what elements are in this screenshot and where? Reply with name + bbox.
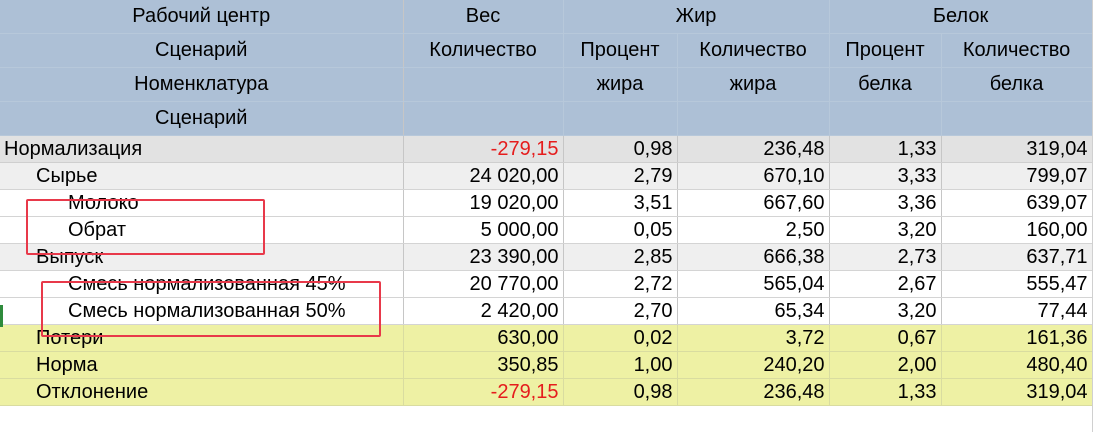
cell-fat-qty[interactable]: 3,72 [677,324,830,352]
cell-fat-qty[interactable]: 236,48 [677,135,830,163]
row-name[interactable]: Норма [0,351,404,379]
cell-qty[interactable]: 2 420,00 [403,297,564,325]
cell-fat-qty[interactable]: 240,20 [677,351,830,379]
highlight-box-output-items [41,281,381,337]
header-dim-scenario-2[interactable]: Сценарий [0,101,404,136]
cell-fat-qty[interactable]: 667,60 [677,189,830,217]
header-prot-pct-2[interactable]: белка [829,67,942,102]
header-fat-pct-2[interactable]: жира [563,67,678,102]
cell-fat-qty[interactable]: 670,10 [677,162,830,190]
table-row-milk[interactable]: Молоко 19 020,00 3,51 667,60 3,36 639,07 [0,189,1093,217]
cell-prot-qty[interactable]: 639,07 [941,189,1093,217]
cell-prot-qty[interactable]: 77,44 [941,297,1093,325]
cell-fat-pct[interactable]: 0,98 [563,378,678,406]
table-row-mix-50[interactable]: Смесь нормализованная 50% 2 420,00 2,70 … [0,297,1093,325]
table-row-losses[interactable]: Потери 630,00 0,02 3,72 0,67 161,36 [0,324,1093,352]
cell-fat-pct[interactable]: 2,79 [563,162,678,190]
cell-prot-qty[interactable]: 319,04 [941,135,1093,163]
cell-fat-pct[interactable]: 0,05 [563,216,678,244]
cell-fat-pct[interactable]: 3,51 [563,189,678,217]
cell-qty[interactable]: -279,15 [403,378,564,406]
row-name[interactable]: Молоко [0,189,404,217]
header-ves-blank[interactable] [403,67,564,102]
cell-qty[interactable]: 23 390,00 [403,243,564,271]
header-fat-pct-1[interactable]: Процент [563,33,678,68]
cell-fat-pct[interactable]: 0,02 [563,324,678,352]
cell-prot-qty[interactable]: 319,04 [941,378,1093,406]
cell-prot-pct[interactable]: 3,20 [829,297,942,325]
row-name[interactable]: Отклонение [0,378,404,406]
header-blank[interactable] [677,101,830,136]
table-row-deviation[interactable]: Отклонение -279,15 0,98 236,48 1,33 319,… [0,378,1093,406]
cell-prot-pct[interactable]: 0,67 [829,324,942,352]
cell-fat-qty[interactable]: 236,48 [677,378,830,406]
row-name[interactable]: Сырье [0,162,404,190]
cell-fat-pct[interactable]: 2,70 [563,297,678,325]
cell-fat-pct[interactable]: 2,85 [563,243,678,271]
cell-prot-pct[interactable]: 1,33 [829,378,942,406]
cell-prot-pct[interactable]: 2,67 [829,270,942,298]
cell-prot-qty[interactable]: 160,00 [941,216,1093,244]
highlight-box-raw-items [26,199,265,255]
cell-prot-pct[interactable]: 3,36 [829,189,942,217]
header-blank[interactable] [403,101,564,136]
header-blank[interactable] [941,101,1093,136]
header-prot-qty-1[interactable]: Количество [941,33,1093,68]
row-name[interactable]: Потери [0,324,404,352]
cell-prot-qty[interactable]: 637,71 [941,243,1093,271]
header-ves[interactable]: Вес [403,0,564,34]
cell-prot-qty[interactable]: 555,47 [941,270,1093,298]
cell-prot-pct[interactable]: 3,20 [829,216,942,244]
cell-prot-pct[interactable]: 2,00 [829,351,942,379]
row-name[interactable]: Выпуск [0,243,404,271]
header-fat-qty-2[interactable]: жира [677,67,830,102]
pivot-table: Рабочий центр Вес Жир Белок Сценарий Кол… [0,0,1093,406]
cell-prot-pct[interactable]: 3,33 [829,162,942,190]
table-row-output[interactable]: Выпуск 23 390,00 2,85 666,38 2,73 637,71 [0,243,1093,271]
table-row-mix-45[interactable]: Смесь нормализованная 45% 20 770,00 2,72… [0,270,1093,298]
sheet-edge-marker [0,305,3,327]
cell-qty[interactable]: 350,85 [403,351,564,379]
header-dim-nomenclature[interactable]: Номенклатура [0,67,404,102]
table-row-skim[interactable]: Обрат 5 000,00 0,05 2,50 3,20 160,00 [0,216,1093,244]
cell-qty[interactable]: 24 020,00 [403,162,564,190]
cell-fat-qty[interactable]: 65,34 [677,297,830,325]
table-row-norm[interactable]: Норма 350,85 1,00 240,20 2,00 480,40 [0,351,1093,379]
cell-qty[interactable]: 20 770,00 [403,270,564,298]
cell-prot-qty[interactable]: 161,36 [941,324,1093,352]
cell-fat-qty[interactable]: 2,50 [677,216,830,244]
sheet-right-edge [1092,0,1110,432]
header-blank[interactable] [829,101,942,136]
header-fat-qty-1[interactable]: Количество [677,33,830,68]
table-row-normalization[interactable]: Нормализация -279,15 0,98 236,48 1,33 31… [0,135,1093,163]
row-name[interactable]: Смесь нормализованная 50% [0,297,404,325]
cell-fat-qty[interactable]: 565,04 [677,270,830,298]
table-row-raw[interactable]: Сырье 24 020,00 2,79 670,10 3,33 799,07 [0,162,1093,190]
cell-fat-pct[interactable]: 1,00 [563,351,678,379]
cell-prot-pct[interactable]: 2,73 [829,243,942,271]
header-dim-scenario[interactable]: Сценарий [0,33,404,68]
cell-fat-pct[interactable]: 0,98 [563,135,678,163]
cell-qty[interactable]: 630,00 [403,324,564,352]
cell-prot-pct[interactable]: 1,33 [829,135,942,163]
header-zhir[interactable]: Жир [563,0,830,34]
cell-prot-qty[interactable]: 480,40 [941,351,1093,379]
row-name[interactable]: Смесь нормализованная 45% [0,270,404,298]
header-dim-work-center[interactable]: Рабочий центр [0,0,404,34]
cell-fat-pct[interactable]: 2,72 [563,270,678,298]
header-prot-qty-2[interactable]: белка [941,67,1093,102]
header-ves-qty[interactable]: Количество [403,33,564,68]
row-name[interactable]: Нормализация [0,135,404,163]
header-blank[interactable] [563,101,678,136]
cell-fat-qty[interactable]: 666,38 [677,243,830,271]
cell-qty[interactable]: 5 000,00 [403,216,564,244]
header-prot-pct-1[interactable]: Процент [829,33,942,68]
row-name[interactable]: Обрат [0,216,404,244]
cell-qty[interactable]: 19 020,00 [403,189,564,217]
cell-prot-qty[interactable]: 799,07 [941,162,1093,190]
cell-qty[interactable]: -279,15 [403,135,564,163]
header-belok[interactable]: Белок [829,0,1093,34]
